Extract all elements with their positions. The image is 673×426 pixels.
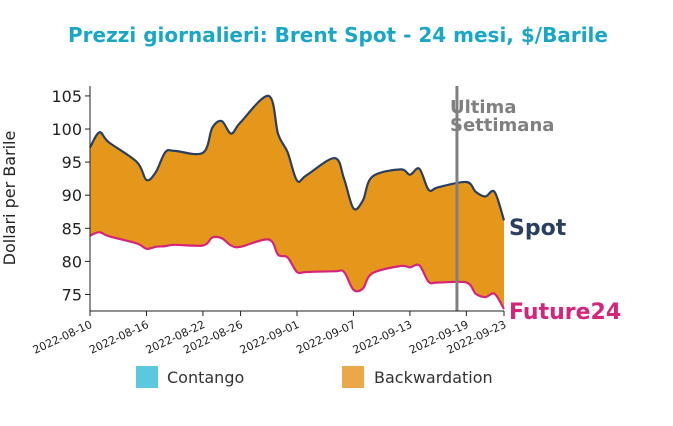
y-axis-label: Dollari per Barile (0, 131, 19, 266)
spot-line (89, 94, 506, 221)
y-tick-label: 85 (62, 219, 82, 238)
y-tick-label: 80 (62, 252, 82, 271)
legend: Contango Backwardation (136, 366, 493, 388)
x-tick-label: 2022-09-07 (294, 318, 357, 357)
x-tick-label: 2022-08-10 (31, 318, 94, 357)
legend-swatch-contango[interactable] (136, 366, 158, 388)
spot-annotation: Spot (509, 216, 567, 241)
y-tick-label: 100 (51, 120, 82, 139)
legend-label-contango[interactable]: Contango (167, 368, 244, 387)
x-tick-label: 2022-08-16 (87, 318, 150, 357)
last-week-annotation-line2: Settimana (450, 115, 554, 136)
last-week-annotation-line1: Ultima (450, 97, 516, 118)
backwardation-area (90, 95, 504, 310)
x-ticks: 2022-08-102022-08-162022-08-222022-08-26… (31, 311, 508, 357)
chart-title: Prezzi giornalieri: Brent Spot - 24 mesi… (68, 23, 608, 47)
y-ticks: 75 80 85 90 95 100 105 (51, 87, 90, 304)
y-tick-label: 95 (62, 153, 82, 172)
legend-label-backwardation[interactable]: Backwardation (374, 368, 493, 387)
plot-area (89, 86, 506, 311)
x-tick-label: 2022-09-13 (351, 318, 414, 357)
y-tick-label: 75 (62, 285, 82, 304)
y-tick-label: 90 (62, 186, 82, 205)
future24-annotation: Future24 (509, 300, 621, 325)
future24-line (89, 231, 505, 310)
x-tick-label: 2022-09-01 (238, 318, 301, 357)
y-tick-label: 105 (51, 87, 82, 106)
legend-swatch-backwardation[interactable] (342, 366, 364, 388)
